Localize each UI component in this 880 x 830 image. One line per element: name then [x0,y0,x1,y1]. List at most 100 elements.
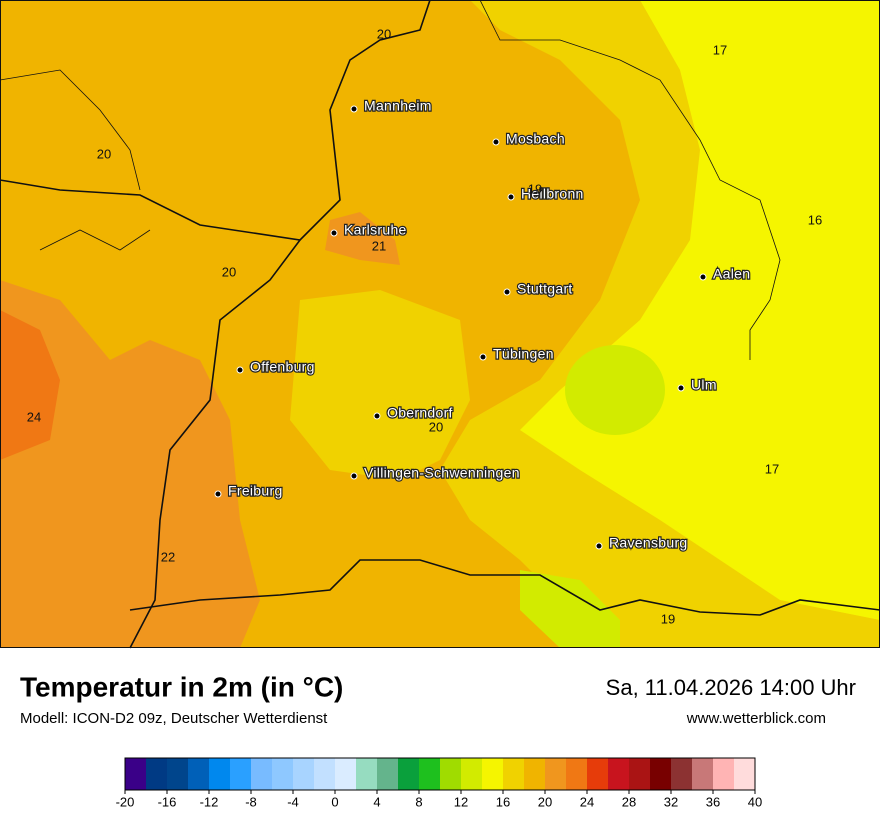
colorbar-tick-label: -20 [116,794,135,809]
zone-24 [0,310,60,460]
colorbar-segment [335,758,357,790]
city-label: Villingen-Schwenningen [364,465,520,481]
colorbar-segment [629,758,651,790]
temperature-label: 21 [372,238,386,253]
colorbar-segment [209,758,231,790]
colorbar: -20 -16 -12 -8 -4 0 4 8 12 16 20 24 28 32 36 40 [116,757,762,809]
colorbar-segment [566,758,588,790]
temperature-label: 20 [222,264,236,279]
city-label: Heilbronn [521,186,584,202]
colorbar-segment [671,758,693,790]
colorbar-segment [377,758,399,790]
colorbar-segment [356,758,378,790]
city-dot [373,412,381,420]
colorbar-tick-label: 36 [706,794,720,809]
temperature-label: 19 [661,611,675,626]
colorbar-segment [293,758,315,790]
temperature-label: 19 [528,181,542,196]
city-dot [236,366,244,374]
city-dot [330,229,338,237]
zone-17 [565,345,665,435]
city-label: Oberndorf [387,405,453,421]
colorbar-segment [188,758,210,790]
city-dot [507,193,515,201]
subtitle: Modell: ICON-D2 09z, Deutscher Wetterdie… [20,710,328,727]
colorbar-segment [146,758,168,790]
city-label: Karlsruhe [344,222,407,238]
colorbar-tick-label: 8 [415,794,422,809]
colorbar-tick-label: -16 [158,794,177,809]
district-line [0,69,151,251]
zone-18b [290,290,470,480]
zone-21 [325,212,400,265]
city-dot [350,105,358,113]
colorbar-segment [608,758,630,790]
zone-16 [520,0,880,620]
city-label: Tübingen [493,346,554,362]
border [129,559,880,616]
colorbar-segment [314,758,336,790]
temperature-label: 20 [377,26,391,41]
city-label: Ulm [691,377,717,393]
colorbar-tick-label: 32 [664,794,678,809]
colorbar-tick-label: 20 [538,794,552,809]
temperature-label: 17 [765,461,779,476]
colorbar-segment [587,758,609,790]
temperature-label: 20 [429,419,443,434]
colorbar-tick-label: 28 [622,794,636,809]
city-label: Mosbach [506,131,565,147]
temperature-label: 24 [27,409,41,424]
city-dot [677,384,685,392]
city-dot [503,288,511,296]
map-labels: Mannheim Mosbach Heilbronn Karlsruhe Aalen St… [27,26,822,626]
city-dot [699,273,707,281]
temperature-label: 16 [808,212,822,227]
city-label: Freiburg [228,483,283,499]
colorbar-segment [440,758,462,790]
colorbar-frame [124,757,756,791]
city-label: Aalen [713,266,750,282]
city-dot [492,138,500,146]
colorbar-segment [713,758,735,790]
colorbar-tick-label: 40 [748,794,762,809]
city-label: Offenburg [250,359,315,375]
colorbar-tick-label: 12 [454,794,468,809]
colorbar-segment [524,758,546,790]
title: Temperatur in 2m (in °C) [20,671,343,702]
city-label: Stuttgart [517,281,573,297]
border [129,239,301,649]
colorbar-segment [503,758,525,790]
colorbar-segment [650,758,672,790]
colorbar-segment [545,758,567,790]
temperature-label: 22 [161,549,175,564]
colorbar-segment [482,758,504,790]
zone-17b [520,570,620,648]
zone-22 [0,280,260,648]
city-label: Mannheim [364,98,432,114]
colorbar-segment [251,758,273,790]
city-dot [350,472,358,480]
border [0,0,431,241]
map [0,0,880,649]
website: www.wetterblick.com [686,710,826,727]
city-dot [214,490,222,498]
colorbar-segment [125,758,147,790]
datetime: Sa, 11.04.2026 14:00 Uhr [606,675,856,700]
temperature-label: 20 [97,146,111,161]
colorbar-tick-label: -4 [287,794,299,809]
colorbar-segment [167,758,189,790]
colorbar-segment [692,758,714,790]
colorbar-segment [461,758,483,790]
colorbar-tick-label: 4 [373,794,380,809]
city-dot [595,542,603,550]
city-dot [479,353,487,361]
colorbar-segment [230,758,252,790]
colorbar-tick-label: 0 [331,794,338,809]
colorbar-tick-label: 24 [580,794,594,809]
district-line [479,0,781,360]
city-label: Ravensburg [609,535,688,551]
colorbar-tick-label: 16 [496,794,510,809]
colorbar-segment [419,758,441,790]
